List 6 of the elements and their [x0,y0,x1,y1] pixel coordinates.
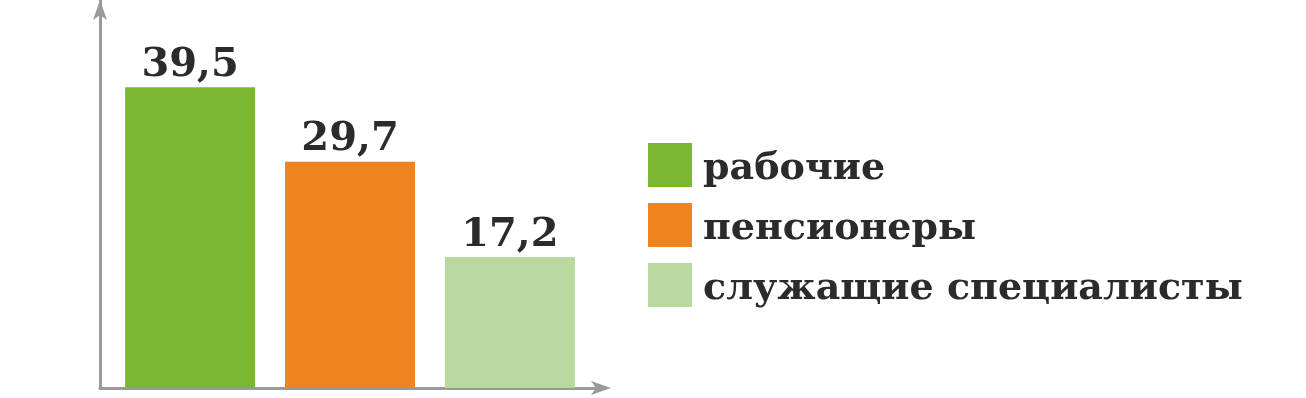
data-label: 39,5 [141,37,239,85]
legend-label: служащие специалисты [703,262,1243,308]
legend-label: пенсионеры [703,202,977,248]
data-label: 29,7 [301,112,399,160]
legend-label: рабочие [703,142,886,188]
data-label: 17,2 [461,207,559,255]
